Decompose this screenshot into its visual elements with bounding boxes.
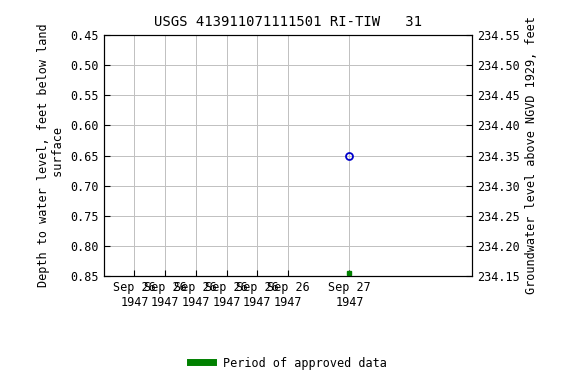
Title: USGS 413911071111501 RI-TIW   31: USGS 413911071111501 RI-TIW 31 bbox=[154, 15, 422, 29]
Legend: Period of approved data: Period of approved data bbox=[185, 352, 391, 374]
Y-axis label: Groundwater level above NGVD 1929, feet: Groundwater level above NGVD 1929, feet bbox=[525, 17, 539, 295]
Y-axis label: Depth to water level, feet below land
 surface: Depth to water level, feet below land su… bbox=[37, 24, 65, 287]
